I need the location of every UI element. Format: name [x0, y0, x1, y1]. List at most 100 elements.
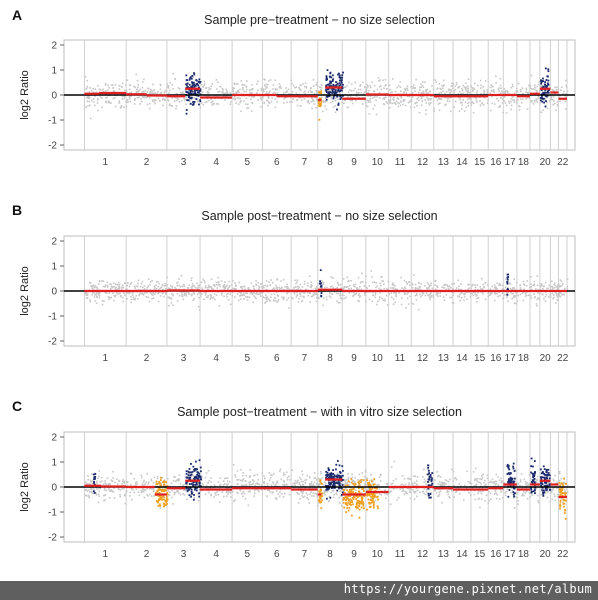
panel-letter: C — [12, 398, 22, 414]
data-point — [300, 105, 302, 107]
data-point — [305, 492, 308, 494]
y-tick-label: 2 — [51, 41, 57, 52]
data-point — [279, 468, 282, 471]
data-point — [112, 292, 114, 294]
data-point — [445, 283, 448, 286]
data-point — [513, 295, 515, 297]
data-point — [477, 492, 479, 495]
data-point — [130, 295, 132, 298]
data-point — [531, 494, 534, 496]
data-point — [211, 100, 214, 102]
data-point — [403, 484, 405, 487]
data-point — [222, 484, 225, 486]
chromosome-label: 10 — [372, 549, 384, 560]
data-point — [479, 481, 481, 484]
gain-point — [546, 82, 549, 85]
data-point — [505, 490, 508, 493]
data-point — [256, 293, 258, 296]
data-point — [392, 479, 395, 482]
data-point — [134, 287, 136, 289]
data-point — [180, 99, 183, 102]
data-point — [327, 93, 330, 95]
data-point — [143, 488, 146, 491]
data-point — [296, 479, 299, 482]
data-point — [536, 284, 539, 287]
data-point — [561, 284, 563, 287]
gain-point — [193, 85, 196, 87]
data-point — [154, 99, 157, 102]
data-point — [323, 490, 326, 492]
data-point — [142, 289, 145, 291]
data-point — [255, 83, 258, 85]
data-point — [545, 490, 548, 493]
data-point — [87, 95, 90, 98]
data-point — [285, 96, 287, 99]
data-point — [277, 298, 280, 301]
data-point — [217, 493, 220, 496]
data-point — [197, 305, 200, 308]
data-point — [283, 97, 286, 100]
data-point — [504, 293, 506, 296]
data-point — [417, 288, 420, 290]
data-point — [547, 487, 550, 490]
data-point — [297, 493, 299, 495]
data-point — [441, 485, 444, 487]
data-point — [146, 493, 148, 496]
gain-point — [506, 278, 509, 281]
data-point — [332, 106, 335, 109]
data-point — [337, 292, 340, 295]
data-point — [109, 497, 111, 499]
data-point — [324, 105, 326, 107]
data-point — [512, 85, 514, 88]
gain-point — [194, 483, 197, 486]
data-point — [87, 494, 90, 497]
data-point — [84, 481, 87, 484]
data-point — [206, 91, 209, 93]
data-point — [240, 294, 243, 297]
data-point — [110, 84, 113, 86]
data-point — [110, 489, 113, 491]
data-point — [253, 480, 255, 483]
data-point — [179, 482, 182, 485]
data-point — [397, 105, 400, 108]
gain-point — [338, 79, 341, 82]
gain-point — [335, 475, 338, 478]
data-point — [219, 477, 222, 479]
data-point — [183, 294, 186, 296]
data-point — [107, 84, 109, 87]
data-point — [392, 298, 395, 300]
data-point — [340, 504, 343, 507]
data-point — [254, 296, 257, 299]
data-point — [178, 478, 181, 481]
data-point — [498, 90, 500, 93]
data-point — [301, 491, 303, 494]
data-point — [136, 483, 138, 486]
data-point — [312, 495, 315, 497]
data-point — [385, 294, 388, 297]
data-point — [138, 96, 140, 99]
data-point — [183, 97, 185, 100]
gain-point — [328, 91, 330, 94]
gain-point — [334, 475, 337, 478]
data-point — [327, 91, 329, 93]
data-point — [132, 296, 135, 298]
data-point — [102, 280, 105, 283]
data-point — [294, 279, 296, 282]
data-point — [112, 490, 114, 493]
data-point — [240, 493, 243, 495]
data-point — [118, 285, 120, 288]
gain-point — [340, 475, 342, 478]
data-point — [232, 287, 235, 290]
data-point — [129, 491, 131, 494]
gain-point — [329, 496, 332, 499]
data-point — [539, 284, 542, 287]
data-point — [557, 104, 559, 107]
data-point — [407, 95, 410, 97]
data-point — [204, 476, 207, 479]
data-point — [526, 92, 529, 94]
data-point — [137, 279, 140, 282]
data-point — [246, 103, 249, 106]
gain-point — [92, 490, 95, 493]
data-point — [381, 276, 383, 278]
data-point — [322, 283, 325, 286]
